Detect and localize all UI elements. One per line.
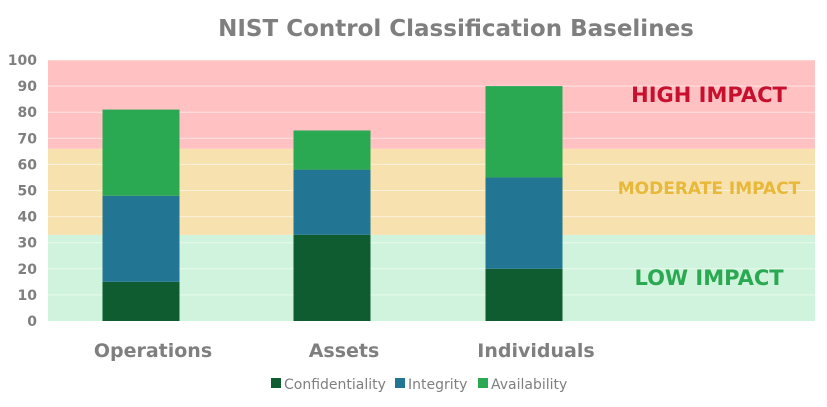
bars xyxy=(102,86,563,321)
x-tick-label-operations: Operations xyxy=(94,340,212,362)
bar-operations-confidentiality xyxy=(102,281,180,321)
bar-individuals-integrity xyxy=(485,177,563,269)
band-label-3: HIGH IMPACT xyxy=(631,83,787,107)
y-tick-label: 20 xyxy=(18,262,38,278)
legend-item-confidentiality: Confidentiality xyxy=(271,377,386,393)
y-tick-label: 80 xyxy=(18,105,38,121)
y-tick-label: 100 xyxy=(8,53,37,69)
bar-assets-integrity xyxy=(293,169,371,235)
bar-operations-integrity xyxy=(102,195,180,282)
legend-swatch xyxy=(478,378,488,388)
legend-label: Integrity xyxy=(408,377,467,393)
legend-label: Availability xyxy=(491,377,567,393)
y-tick-label: 10 xyxy=(18,288,38,304)
legend-swatch xyxy=(271,378,281,388)
x-tick-label-assets: Assets xyxy=(309,340,380,362)
y-tick-label: 90 xyxy=(18,79,38,95)
band-label-2: MODERATE IMPACT xyxy=(618,179,801,199)
chart-title: NIST Control Classification Baselines xyxy=(218,16,694,42)
bar-operations-availability xyxy=(102,109,180,196)
legend: Confidentiality Integrity Availability xyxy=(271,377,567,393)
y-tick-label: 70 xyxy=(18,131,38,147)
y-tick-label: 40 xyxy=(18,210,38,226)
bar-individuals-availability xyxy=(485,86,563,178)
x-tick-label-individuals: Individuals xyxy=(477,340,594,362)
legend-swatch xyxy=(395,378,405,388)
legend-item-integrity: Integrity xyxy=(395,377,467,393)
bar-assets-confidentiality xyxy=(293,234,371,321)
legend-label: Confidentiality xyxy=(284,377,386,393)
x-axis: Operations Assets Individuals xyxy=(94,340,595,362)
legend-item-availability: Availability xyxy=(478,377,567,393)
bar-assets-availability xyxy=(293,130,371,170)
y-tick-label: 50 xyxy=(18,184,38,200)
y-tick-label: 30 xyxy=(18,236,38,252)
y-tick-label: 0 xyxy=(27,314,37,330)
y-tick-label: 60 xyxy=(18,157,38,173)
band-labels: LOW IMPACT MODERATE IMPACT HIGH IMPACT xyxy=(618,83,801,290)
y-axis: 0 10 20 30 40 50 60 70 80 90 100 xyxy=(8,53,37,330)
band-label-1: LOW IMPACT xyxy=(634,266,784,290)
bar-individuals-confidentiality xyxy=(485,268,563,321)
